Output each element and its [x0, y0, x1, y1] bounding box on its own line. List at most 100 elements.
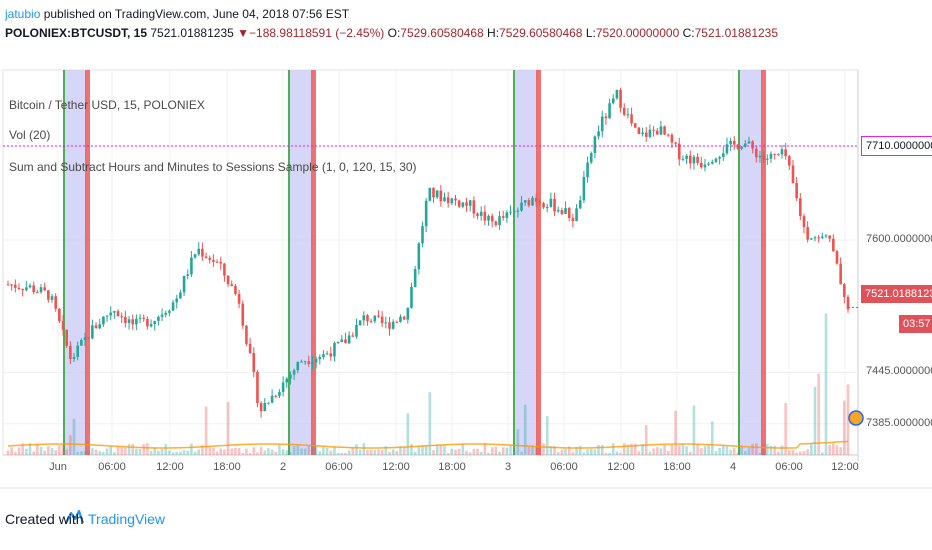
candle-body: [252, 352, 256, 372]
session-end-line: [536, 70, 541, 455]
volume-bar: [146, 443, 149, 455]
candle-body: [186, 274, 190, 276]
volume-bar: [663, 444, 666, 455]
volume-bar: [747, 448, 751, 455]
main-series-legend[interactable]: Bitcoin / Tether USD, 15, POLONIEX: [9, 98, 205, 112]
volume-bar: [450, 448, 454, 455]
volume-bar: [369, 449, 373, 455]
x-tick-label: 12:00: [831, 461, 859, 473]
candle-body: [611, 98, 615, 104]
volume-bar: [223, 449, 226, 455]
candle-body: [817, 237, 820, 239]
candle-body: [391, 321, 395, 329]
volume-bar: [36, 443, 39, 455]
candle-body: [619, 90, 622, 108]
volume-bar: [347, 450, 351, 455]
volume-bar: [28, 443, 32, 455]
candle-body: [461, 202, 465, 207]
candle-body: [256, 371, 259, 404]
chart-grid: [0, 69, 932, 489]
volume-bar: [109, 446, 113, 455]
candle-body: [476, 213, 479, 216]
volume-bar: [468, 452, 472, 455]
session-start-line: [513, 70, 515, 455]
volume-bar: [553, 445, 556, 455]
x-tick-label: 2: [279, 461, 287, 473]
volume-bar: [549, 445, 553, 455]
volume-bar: [773, 445, 776, 455]
candle-body: [384, 322, 388, 324]
volume-bar: [641, 444, 644, 455]
volume-bar: [718, 447, 721, 455]
volume-bar: [821, 452, 824, 455]
volume-bar: [494, 446, 498, 455]
volume-bar: [186, 450, 190, 455]
volume-bar: [113, 452, 116, 455]
candle-body: [454, 198, 457, 201]
volume-bar: [791, 449, 795, 455]
volume-bar: [710, 421, 714, 455]
candle-body: [729, 140, 732, 145]
high-value: 7529.60580468: [499, 26, 583, 40]
candle-body: [498, 216, 501, 226]
volume-bar: [611, 443, 615, 455]
volume-bar: [487, 452, 490, 455]
symbol-name[interactable]: POLONIEX:BTCUSDT, 15: [5, 26, 148, 40]
candle-body: [501, 216, 505, 218]
volume-bar: [94, 449, 98, 455]
author-link[interactable]: jatubio: [5, 7, 41, 21]
volume-bar: [241, 452, 245, 455]
candle-body: [703, 164, 707, 168]
candle-body: [87, 337, 90, 339]
candle-body: [615, 90, 619, 99]
volume-bar: [659, 448, 663, 455]
volume-bar: [204, 406, 208, 455]
volume-bar: [839, 447, 842, 455]
candle-body: [696, 156, 699, 163]
candle-body: [773, 153, 776, 155]
last-price: 7521.01881235: [150, 26, 234, 40]
volume-bar: [428, 392, 432, 455]
volume-bar: [498, 451, 501, 455]
x-tick-label: 12:00: [156, 461, 184, 473]
candle-body: [201, 248, 204, 257]
candle-body: [98, 324, 102, 329]
volume-bar: [828, 444, 831, 455]
indicator-legend[interactable]: Sum and Subtract Hours and Minutes to Se…: [9, 160, 417, 174]
volume-bar: [490, 447, 494, 455]
price-chart[interactable]: [0, 0, 932, 490]
candle-body: [50, 296, 54, 300]
candle-body: [655, 130, 659, 135]
volume-bar: [65, 449, 68, 455]
volume-bar: [582, 452, 586, 455]
candle-body: [710, 161, 714, 164]
candle-body: [538, 201, 542, 204]
volume-bar: [179, 451, 182, 455]
tradingview-brand-link[interactable]: TradingView: [88, 511, 166, 527]
volume-bar: [454, 449, 457, 455]
candle-body: [527, 200, 531, 206]
last-price-tag: 7521.01881235: [861, 285, 932, 303]
candle-body: [406, 307, 410, 320]
candle-body: [76, 345, 79, 357]
volume-bar: [560, 449, 564, 455]
volume-bar: [116, 446, 120, 455]
low-value: 7520.00000000: [595, 26, 680, 40]
volume-bar: [806, 449, 809, 455]
volume-bar: [388, 451, 391, 455]
volume-legend[interactable]: Vol (20): [9, 128, 51, 142]
volume-bar: [50, 448, 54, 455]
candle-body: [666, 134, 670, 136]
candle-body: [835, 251, 839, 264]
candle-body: [270, 395, 274, 403]
volume-bar: [98, 451, 102, 455]
volume-bar: [644, 425, 648, 455]
candle-body: [175, 298, 179, 303]
volume-bar: [732, 448, 736, 455]
candle-body: [578, 200, 582, 209]
candle-body: [714, 158, 718, 162]
candle-body: [109, 312, 113, 316]
candle-body: [736, 144, 740, 149]
volume-bar: [325, 447, 329, 455]
footer: Created with TradingView: [0, 490, 932, 550]
